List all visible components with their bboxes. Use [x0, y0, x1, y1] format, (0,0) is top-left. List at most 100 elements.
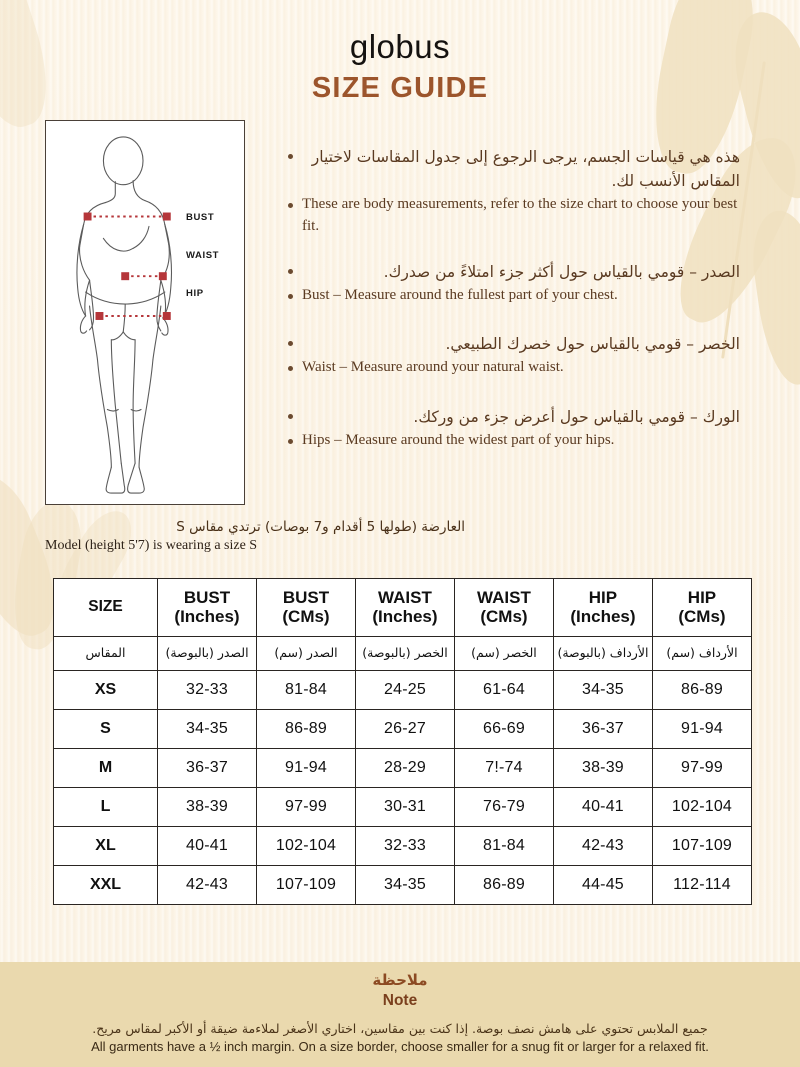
- cell-hip-inches: 36-37: [552, 708, 653, 749]
- bullet-row-ar: هذه هي قياسات الجسم، يرجى الرجوع إلى جدو…: [288, 145, 740, 193]
- cell-bust-inches: 40-41: [157, 825, 257, 866]
- bullet-dot-icon: [288, 414, 293, 420]
- cell-size: M: [52, 747, 159, 788]
- table-row: M 36-37 91-94 28-29 7!-74 38-39 97-99: [52, 747, 753, 788]
- col-header-waist-inches: WAIST (Inches): [354, 577, 455, 638]
- bullet-row-en: These are body measurements, refer to th…: [288, 194, 740, 238]
- leaf-icon: [0, 0, 64, 138]
- col-header-ar-waist-cms: الخصر (سم): [453, 636, 554, 671]
- table-row: L 38-39 97-99 30-31 76-79 40-41 102-104: [52, 786, 753, 827]
- cell-bust-cms: 91-94: [256, 747, 356, 788]
- table-row: S 34-35 86-89 26-27 66-69 36-37 91-94: [52, 708, 753, 749]
- size-chart-table-wrapper: SIZE BUST (Inches) BUST (CMs) WAIST (Inc…: [52, 577, 753, 905]
- waist-measure-line: [121, 272, 167, 281]
- col-header-ar-bust-inches: الصدر (بالبوصة): [157, 636, 257, 671]
- col-header-hip-inches: HIP (Inches): [552, 577, 653, 638]
- cell-hip-inches: 42-43: [552, 825, 653, 866]
- col-header-bust-inches: BUST (Inches): [157, 577, 257, 638]
- cell-bust-cms: 97-99: [256, 786, 356, 827]
- page-title: SIZE GUIDE: [311, 72, 489, 104]
- cell-hip-cms: 112-114: [651, 864, 753, 905]
- cell-bust-cms: 86-89: [256, 708, 356, 749]
- cell-size: XL: [52, 825, 159, 866]
- bullet-text-en: Hips – Measure around the widest part of…: [302, 432, 615, 449]
- cell-bust-cms: 107-109: [256, 864, 356, 905]
- model-caption-en: Model (height 5'7) is wearing a size S: [45, 538, 258, 554]
- cell-size: L: [52, 786, 159, 827]
- footer-body-ar: جميع الملابس تحتوي على هامش نصف بوصة. إذ…: [92, 1021, 708, 1036]
- bullet-text-en: Bust – Measure around the fullest part o…: [302, 286, 618, 303]
- cell-waist-cms: 7!-74: [453, 747, 554, 788]
- col-header-ar-waist-inches: الخصر (بالبوصة): [354, 636, 455, 671]
- instruction-group: هذه هي قياسات الجسم، يرجى الرجوع إلى جدو…: [288, 145, 740, 238]
- figure-label-bust: BUST: [186, 212, 215, 223]
- col-header-ar-bust-cms: الصدر (سم): [256, 636, 356, 671]
- bullet-row-ar: الورك – قومي بالقياس حول أعرض جزء من ورك…: [288, 405, 740, 429]
- cell-bust-cms: 81-84: [256, 669, 356, 710]
- cell-size: S: [52, 708, 159, 749]
- bullet-text-ar: الورك – قومي بالقياس حول أعرض جزء من ورك…: [413, 408, 740, 427]
- cell-waist-inches: 26-27: [354, 708, 455, 749]
- bullet-text-ar: الصدر – قومي بالقياس حول أكثر جزء امتلاء…: [383, 262, 740, 281]
- cell-hip-cms: 97-99: [651, 747, 753, 788]
- instruction-group: الصدر – قومي بالقياس حول أكثر جزء امتلاء…: [288, 260, 740, 307]
- body-measurement-figure: [45, 120, 245, 505]
- cell-waist-cms: 66-69: [453, 708, 554, 749]
- cell-bust-cms: 102-104: [256, 825, 356, 866]
- col-header-hip-cms: HIP (CMs): [651, 577, 753, 638]
- cell-size: XS: [52, 669, 159, 710]
- col-header-ar-hip-cms: الأرداف (سم): [651, 636, 753, 671]
- bullet-dot-icon: [288, 293, 293, 299]
- col-header-ar-size: المقاس: [52, 636, 159, 671]
- table-header-row-en: SIZE BUST (Inches) BUST (CMs) WAIST (Inc…: [52, 577, 753, 638]
- cell-bust-inches: 38-39: [157, 786, 257, 827]
- cell-hip-inches: 44-45: [552, 864, 653, 905]
- measurement-instructions: هذه هي قياسات الجسم، يرجى الرجوع إلى جدو…: [288, 145, 740, 465]
- bullet-text-ar: هذه هي قياسات الجسم، يرجى الرجوع إلى جدو…: [311, 148, 740, 191]
- instruction-group: الخصر – قومي بالقياس حول خصرك الطبيعي. W…: [288, 332, 740, 379]
- cell-hip-cms: 102-104: [651, 786, 753, 827]
- footer-title-en: Note: [382, 992, 418, 1009]
- bullet-row-en: Hips – Measure around the widest part of…: [288, 430, 740, 452]
- hip-measure-line: [95, 312, 171, 320]
- cell-bust-inches: 34-35: [157, 708, 257, 749]
- instruction-group: الورك – قومي بالقياس حول أعرض جزء من ورك…: [288, 405, 740, 452]
- model-caption-ar: العارضة (طولها 5 أقدام و7 بوصات) ترتدي م…: [176, 519, 465, 535]
- bullet-row-en: Waist – Measure around your natural wais…: [288, 357, 740, 379]
- brand-logo: globus: [349, 28, 451, 65]
- female-body-outline-icon: [76, 136, 173, 494]
- bust-measure-line: [83, 212, 171, 221]
- figure-label-hip: HIP: [186, 288, 204, 299]
- table-header-row-ar: المقاس الصدر (بالبوصة) الصدر (سم) الخصر …: [52, 636, 753, 671]
- cell-waist-inches: 34-35: [354, 864, 455, 905]
- bullet-row-ar: الخصر – قومي بالقياس حول خصرك الطبيعي.: [288, 332, 740, 356]
- cell-waist-cms: 61-64: [453, 669, 554, 710]
- footer-note: ملاحظة Note جميع الملابس تحتوي على هامش …: [0, 962, 800, 1067]
- cell-hip-cms: 86-89: [651, 669, 753, 710]
- model-caption: العارضة (طولها 5 أقدام و7 بوصات) ترتدي م…: [45, 518, 465, 556]
- bullet-row-ar: الصدر – قومي بالقياس حول أكثر جزء امتلاء…: [288, 260, 740, 284]
- col-header-bust-cms: BUST (CMs): [256, 577, 356, 638]
- cell-waist-inches: 28-29: [354, 747, 455, 788]
- cell-waist-cms: 76-79: [453, 786, 554, 827]
- cell-waist-cms: 86-89: [453, 864, 554, 905]
- cell-hip-cms: 91-94: [651, 708, 753, 749]
- cell-hip-inches: 38-39: [552, 747, 653, 788]
- cell-waist-inches: 24-25: [354, 669, 455, 710]
- cell-bust-inches: 36-37: [157, 747, 257, 788]
- bullet-dot-icon: [288, 268, 293, 274]
- cell-hip-inches: 40-41: [552, 786, 653, 827]
- figure-label-waist: WAIST: [186, 250, 220, 261]
- table-body: XS 32-33 81-84 24-25 61-64 34-35 86-89 S…: [52, 669, 753, 905]
- bullet-dot-icon: [288, 439, 293, 445]
- cell-size: XXL: [52, 864, 159, 905]
- cell-hip-cms: 107-109: [651, 825, 753, 866]
- cell-bust-inches: 42-43: [157, 864, 257, 905]
- footer-title-ar: ملاحظة: [372, 971, 428, 989]
- cell-bust-inches: 32-33: [157, 669, 257, 710]
- bullet-text-ar: الخصر – قومي بالقياس حول خصرك الطبيعي.: [445, 335, 740, 354]
- bullet-text-en: These are body measurements, refer to th…: [302, 196, 738, 234]
- table-row: XL 40-41 102-104 32-33 81-84 42-43 107-1…: [52, 825, 753, 866]
- bullet-row-en: Bust – Measure around the fullest part o…: [288, 285, 740, 307]
